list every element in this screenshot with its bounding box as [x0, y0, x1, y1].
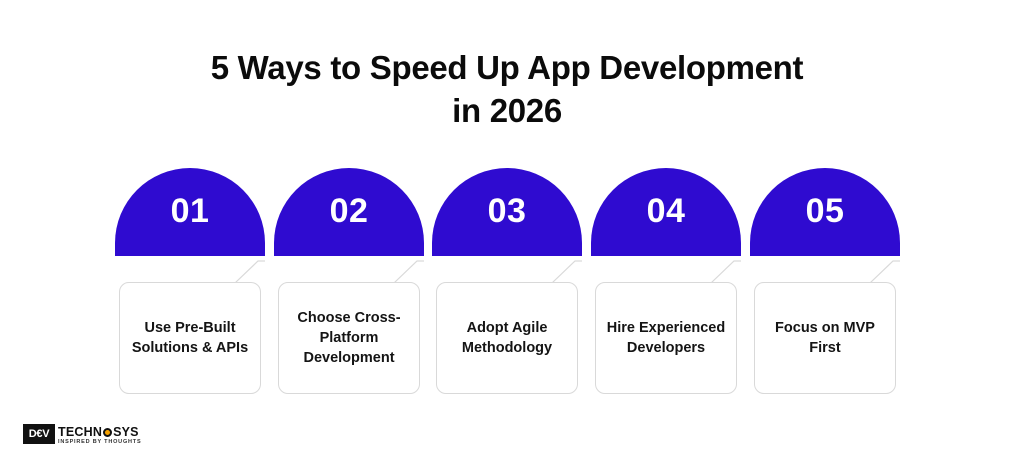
gear-icon	[103, 428, 113, 437]
step-1-card: Use Pre-Built Solutions & APIs	[119, 282, 261, 394]
step-2-number: 02	[329, 192, 369, 230]
step-2: 02 Choose Cross-Platform Development	[274, 168, 424, 398]
logo-mark: D€V	[23, 424, 55, 444]
step-2-card: Choose Cross-Platform Development	[278, 282, 420, 394]
step-4-text: Hire Experienced Developers	[606, 320, 726, 356]
step-4-card: Hire Experienced Developers	[595, 282, 737, 394]
brand-logo: D€V TECHN SYS INSPIRED BY THOUGHTS	[23, 424, 153, 448]
logo-name-part-1: TECHN	[58, 425, 103, 439]
step-1-connector	[234, 260, 265, 284]
logo-name-part-2: SYS	[113, 425, 139, 439]
page-title-line-1: 5 Ways to Speed Up App Development	[210, 49, 804, 86]
step-3-connector	[551, 260, 582, 284]
step-3-text: Adopt Agile Methodology	[461, 320, 553, 356]
step-4-connector	[710, 260, 741, 284]
step-1-number: 01	[170, 192, 210, 230]
step-4-number: 04	[646, 192, 686, 230]
page-title-line-2: in 2026	[452, 92, 562, 129]
step-4: 04 Hire Experienced Developers	[591, 168, 741, 398]
step-5: 05 Focus on MVP First	[750, 168, 900, 398]
step-3: 03 Adopt Agile Methodology	[432, 168, 582, 398]
step-1-text: Use Pre-Built Solutions & APIs	[131, 320, 249, 356]
step-2-connector	[393, 260, 424, 284]
step-2-text: Choose Cross-Platform Development	[297, 310, 401, 366]
logo-tagline: INSPIRED BY THOUGHTS	[58, 439, 142, 445]
step-5-number: 05	[805, 192, 845, 230]
step-5-card: Focus on MVP First	[754, 282, 896, 394]
step-1: 01 Use Pre-Built Solutions & APIs	[115, 168, 265, 398]
step-3-card: Adopt Agile Methodology	[436, 282, 578, 394]
step-5-connector	[869, 260, 900, 284]
step-3-number: 03	[487, 192, 527, 230]
step-5-text: Focus on MVP First	[775, 320, 875, 356]
logo-name: TECHN SYS	[58, 425, 139, 439]
page-title: 5 Ways to Speed Up App Development in 20…	[0, 46, 1014, 132]
